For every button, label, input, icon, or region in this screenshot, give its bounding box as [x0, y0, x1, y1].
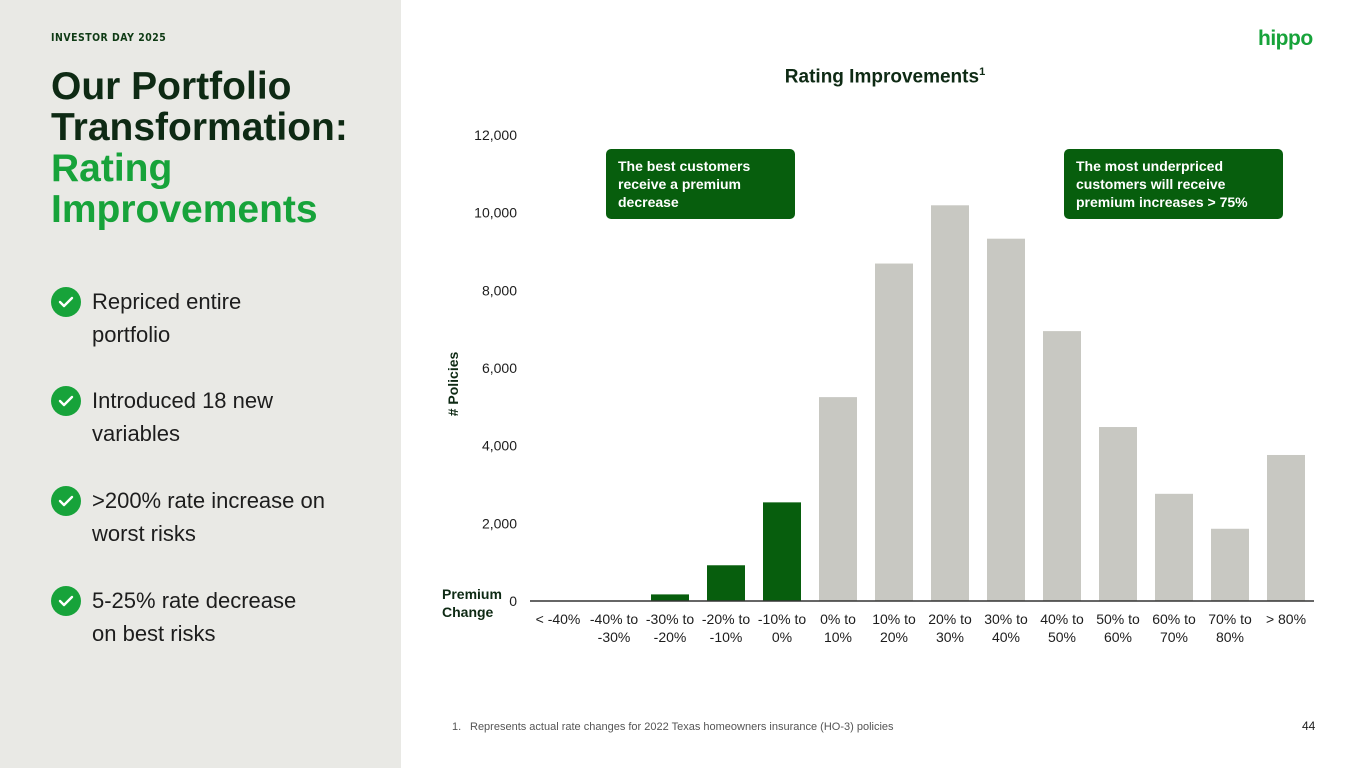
check-icon: [51, 287, 81, 317]
x-tick-label: -10% to 0%: [758, 611, 806, 645]
hippo-logo: hippo: [1258, 27, 1313, 50]
x-tick-label: 50% to 60%: [1096, 611, 1140, 645]
bar: [1267, 454, 1305, 601]
bar: [931, 205, 969, 601]
bullet-text-line: >200% rate increase on: [92, 488, 325, 513]
bullet-text: Introduced 18 new variables: [92, 384, 372, 450]
chart-title: Rating Improvements1: [700, 66, 1070, 88]
title-line-2: Transformation:: [51, 106, 348, 149]
footnote-text: Represents actual rate changes for 2022 …: [470, 721, 894, 733]
bar: [987, 238, 1025, 601]
check-icon: [51, 586, 81, 616]
x-tick-label: 70% to 80%: [1208, 611, 1252, 645]
x-axis-label: Premium Change: [442, 586, 502, 620]
check-icon: [51, 486, 81, 516]
page-number: 44: [1302, 719, 1316, 733]
x-tick-label: < -40%: [536, 611, 581, 627]
bullet-text: Repriced entire portfolio: [92, 285, 372, 351]
title-line-4: Improvements: [51, 188, 318, 231]
x-tick-label: 10% to 20%: [872, 611, 916, 645]
x-tick-label: 0% to 10%: [820, 611, 856, 645]
callout-line: premium increases > 75%: [1076, 194, 1248, 210]
bar: [875, 263, 913, 601]
bullet-text-line: 5-25% rate decrease: [92, 588, 297, 613]
bar: [1211, 528, 1249, 601]
x-tick-label: -20% to -10%: [702, 611, 750, 645]
bullet-text-line: portfolio: [92, 322, 171, 347]
y-tick-label: 2,000: [482, 515, 517, 531]
callout-line: The best customers: [618, 158, 751, 174]
bullet-text-line: variables: [92, 421, 181, 446]
y-tick-label: 4,000: [482, 438, 517, 454]
x-tick-label: > 80%: [1266, 611, 1306, 627]
title-line-1: Our Portfolio: [51, 65, 292, 108]
left-panel: [0, 0, 401, 768]
event-label: INVESTOR DAY 2025: [51, 31, 167, 44]
x-tick-label: 20% to 30%: [928, 611, 972, 645]
check-icon: [51, 386, 81, 416]
bar: [1043, 331, 1081, 601]
bullet-text-line: Introduced 18 new: [92, 388, 274, 413]
callout-line: customers will receive: [1076, 176, 1226, 192]
y-tick-label: 12,000: [474, 127, 517, 143]
y-tick-label: 6,000: [482, 360, 517, 376]
bar: [819, 397, 857, 601]
bar: [651, 594, 689, 601]
page-title: Our Portfolio Transformation: Rating Imp…: [51, 66, 391, 230]
bar: [1155, 493, 1193, 601]
bar: [707, 565, 745, 601]
bullet-text: 5-25% rate decrease on best risks: [92, 584, 372, 650]
x-tick-label: 40% to 50%: [1040, 611, 1084, 645]
bullet-text-line: on best risks: [92, 621, 216, 646]
callout-line: receive a premium: [618, 176, 741, 192]
x-tick-label: 30% to 40%: [984, 611, 1028, 645]
bar: [763, 502, 801, 601]
callout-line: decrease: [618, 194, 679, 210]
x-tick-label: -40% to -30%: [590, 611, 638, 645]
bullet-text-line: worst risks: [92, 521, 196, 546]
chart-title-text: Rating Improvements: [784, 66, 980, 88]
callout-underpriced-customers: The most underpriced customers will rece…: [1064, 149, 1283, 219]
bar: [1099, 427, 1137, 601]
y-axis-label: # Policies: [445, 351, 461, 416]
y-tick-label: 10,000: [474, 205, 517, 221]
y-tick-label: 8,000: [482, 282, 517, 298]
y-tick-label: 0: [509, 593, 517, 609]
x-tick-label: 60% to 70%: [1152, 611, 1196, 645]
footnote-number: 1.: [452, 721, 462, 733]
x-tick-label: -30% to -20%: [646, 611, 694, 645]
title-line-3: Rating: [51, 147, 173, 190]
footnote-marker: 1: [979, 66, 986, 78]
bullet-text-line: Repriced entire: [92, 289, 242, 314]
callout-best-customers: The best customers receive a premium dec…: [606, 149, 795, 219]
bullet-text: >200% rate increase on worst risks: [92, 484, 372, 550]
callout-line: The most underpriced: [1076, 158, 1224, 174]
footnote: 1. Represents actual rate changes for 202…: [452, 721, 894, 733]
